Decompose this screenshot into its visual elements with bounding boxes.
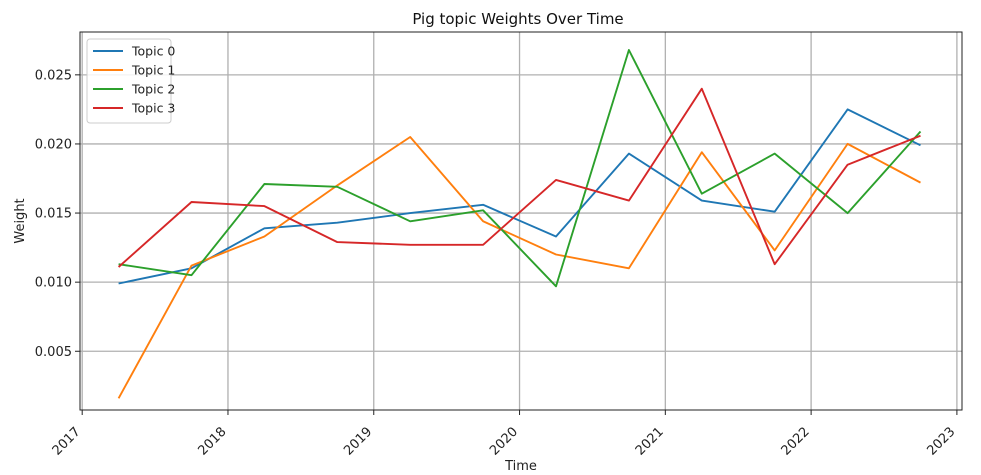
plot-frame — [79, 31, 963, 411]
x-tick-label: 2020 — [487, 425, 521, 459]
x-tick-label: 2017 — [50, 425, 84, 459]
y-axis-label: Weight — [13, 198, 28, 243]
legend-label: Topic 0 — [131, 44, 175, 59]
y-tick-label: 0.020 — [35, 137, 72, 152]
legend: Topic 0 Topic 1 Topic 2 Topic 3 — [86, 38, 175, 124]
chart-title: Pig topic Weights Over Time — [412, 10, 623, 28]
y-tick-label: 0.025 — [35, 68, 72, 83]
series-line-topic-1 — [117, 136, 921, 399]
y-tick-label: 0.010 — [35, 276, 72, 291]
series-line-topic-3 — [117, 87, 921, 268]
legend-box — [86, 38, 172, 124]
y-axis-ticks: 0.005 0.010 0.015 0.020 0.025 — [35, 68, 80, 360]
y-tick-label: 0.005 — [35, 345, 72, 360]
legend-label: Topic 1 — [131, 63, 175, 78]
x-tick-label: 2019 — [341, 425, 375, 459]
x-tick-label: 2021 — [633, 425, 667, 459]
legend-label: Topic 3 — [131, 101, 175, 116]
x-axis-label: Time — [504, 459, 537, 474]
x-tick-label: 2022 — [779, 425, 813, 459]
y-tick-label: 0.015 — [35, 207, 72, 222]
series-line-topic-2 — [118, 49, 922, 288]
series-line-topic-0 — [118, 108, 921, 285]
x-tick-label: 2023 — [924, 425, 958, 459]
x-tick-label: 2018 — [195, 425, 229, 459]
series-lines — [117, 49, 922, 399]
x-axis-ticks: 2017 2018 2019 2020 2021 2022 2023 — [50, 410, 958, 459]
grid — [80, 32, 962, 410]
legend-label: Topic 2 — [131, 82, 175, 97]
